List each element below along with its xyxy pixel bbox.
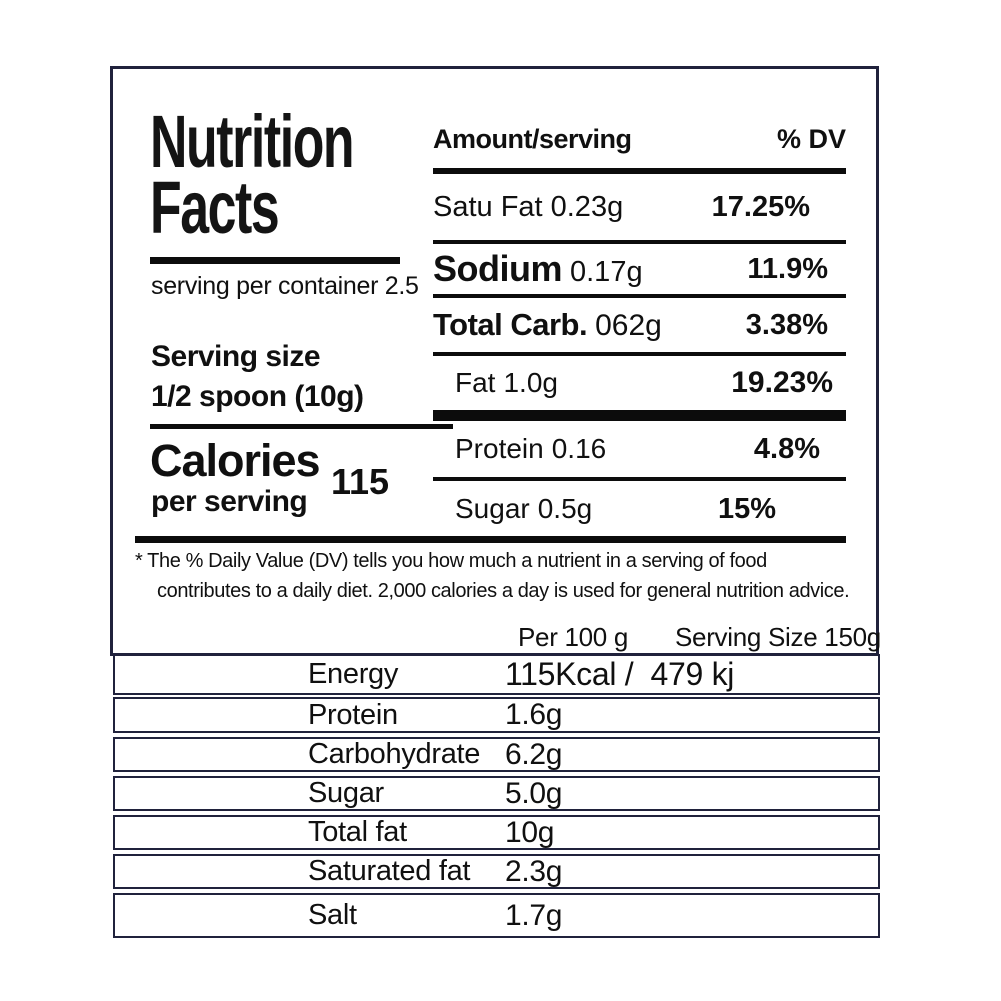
- row-divider: [433, 477, 846, 481]
- row-divider: [433, 352, 846, 356]
- amount-per-serving-table: Amount/serving % DV Satu Fat 0.23g 17.25…: [433, 124, 846, 537]
- nutrient-row-fat: Fat 1.0g 19.23%: [433, 356, 846, 410]
- dv-header: % DV: [776, 124, 846, 154]
- header-divider: [433, 168, 846, 174]
- nutrient-label: Protein 0.16: [433, 433, 606, 465]
- table-row-sugar: Sugar 5.0g: [113, 776, 880, 811]
- nutrient-dv: 19.23%: [731, 366, 833, 399]
- nutrient-label: Sodium 0.17g: [433, 248, 643, 290]
- serving-size-column-header: Serving Size 150g: [675, 622, 881, 652]
- per-100g-table: Energy 115Kcal / 479 kj Protein 1.6g Car…: [113, 654, 880, 938]
- nutrient-amount: 1.0g: [503, 367, 558, 398]
- nutrient-amount: 0.16: [551, 433, 607, 464]
- nutrient-dv: 4.8%: [753, 432, 820, 465]
- row-label: Saturated fat: [308, 855, 471, 887]
- servings-per-container: serving per container 2.5: [151, 272, 419, 300]
- nutrition-label-box: Nutrition Facts serving per container 2.…: [110, 66, 879, 656]
- footnote: * The % Daily Value (DV) tells you how m…: [135, 546, 851, 606]
- nutrient-row-sodium: Sodium 0.17g 11.9%: [433, 244, 846, 294]
- row-value: 1.7g: [505, 898, 563, 932]
- row-divider: [433, 294, 846, 298]
- row-label: Salt: [308, 899, 357, 931]
- nutrient-row-satu-fat: Satu Fat 0.23g 17.25%: [433, 174, 846, 240]
- amount-serving-header: Amount/serving: [433, 124, 632, 154]
- per-100g-column-header: Per 100 g: [518, 622, 629, 652]
- calories-label: Calories: [150, 435, 321, 486]
- table-row-saturated-fat: Saturated fat 2.3g: [113, 854, 880, 889]
- nutrient-name: Sodium: [433, 248, 563, 289]
- table-header-row: Amount/serving % DV: [433, 124, 846, 168]
- nutrient-label: Satu Fat 0.23g: [433, 191, 623, 224]
- nutrient-dv: 17.25%: [711, 190, 810, 223]
- nutrition-facts-title: Nutrition Facts: [150, 100, 355, 249]
- row-label: Protein: [308, 698, 398, 731]
- nutrient-row-protein: Protein 0.16 4.8%: [433, 421, 846, 477]
- section-divider-heavy: [433, 410, 846, 421]
- row-value: 1.6g: [505, 698, 563, 731]
- row-label: Sugar: [308, 777, 384, 809]
- calories-subtitle: per serving: [151, 485, 308, 518]
- nutrient-label: Sugar 0.5g: [433, 493, 592, 525]
- table-row-carbohydrate: Carbohydrate 6.2g: [113, 737, 880, 772]
- footnote-divider: [135, 536, 846, 543]
- nutrient-label: Total Carb. 062g: [433, 307, 662, 343]
- nutrient-amount: 0.23g: [550, 190, 624, 223]
- nutrient-dv: 3.38%: [745, 308, 828, 341]
- footnote-line-2: contributes to a daily diet. 2,000 calor…: [157, 580, 850, 602]
- row-value: 115Kcal / 479 kj: [505, 656, 735, 692]
- row-label: Energy: [308, 658, 399, 690]
- calories-value: 115: [331, 461, 390, 502]
- row-value: 10g: [505, 815, 555, 849]
- title-divider: [150, 257, 400, 264]
- table-row-total-fat: Total fat 10g: [113, 815, 880, 850]
- table-row-energy: Energy 115Kcal / 479 kj: [113, 654, 880, 695]
- row-value: 6.2g: [505, 737, 563, 771]
- nutrient-amount: 0.17g: [570, 256, 643, 288]
- table-row-salt: Salt 1.7g: [113, 893, 880, 938]
- table-row-protein: Protein 1.6g: [113, 697, 880, 733]
- row-value: 5.0g: [505, 776, 563, 810]
- nutrient-name: Protein: [455, 433, 544, 464]
- footnote-line-1: * The % Daily Value (DV) tells you how m…: [135, 550, 767, 572]
- row-label: Carbohydrate: [308, 738, 481, 770]
- serving-size-divider: [150, 424, 453, 429]
- nutrient-amount: 0.5g: [537, 493, 593, 524]
- serving-size-label: Serving size: [151, 340, 321, 373]
- nutrient-row-sugar: Sugar 0.5g 15%: [433, 481, 846, 537]
- row-label: Total fat: [308, 816, 407, 848]
- nutrient-dv: 11.9%: [747, 252, 828, 285]
- row-divider: [433, 240, 846, 244]
- serving-size-value: 1/2 spoon (10g): [151, 380, 364, 413]
- nutrient-name: Total Carb.: [433, 307, 588, 342]
- nutrient-name: Fat: [455, 367, 496, 398]
- nutrient-label: Fat 1.0g: [433, 367, 558, 399]
- row-value: 2.3g: [505, 854, 563, 888]
- serving-size-block: Serving size 1/2 spoon (10g): [151, 337, 364, 417]
- nutrient-name: Sugar: [455, 493, 530, 524]
- nutrient-dv: 15%: [717, 492, 776, 525]
- nutrient-amount: 062g: [595, 309, 662, 342]
- nutrient-name: Satu Fat: [433, 190, 543, 223]
- nutrient-row-total-carb: Total Carb. 062g 3.38%: [433, 298, 846, 352]
